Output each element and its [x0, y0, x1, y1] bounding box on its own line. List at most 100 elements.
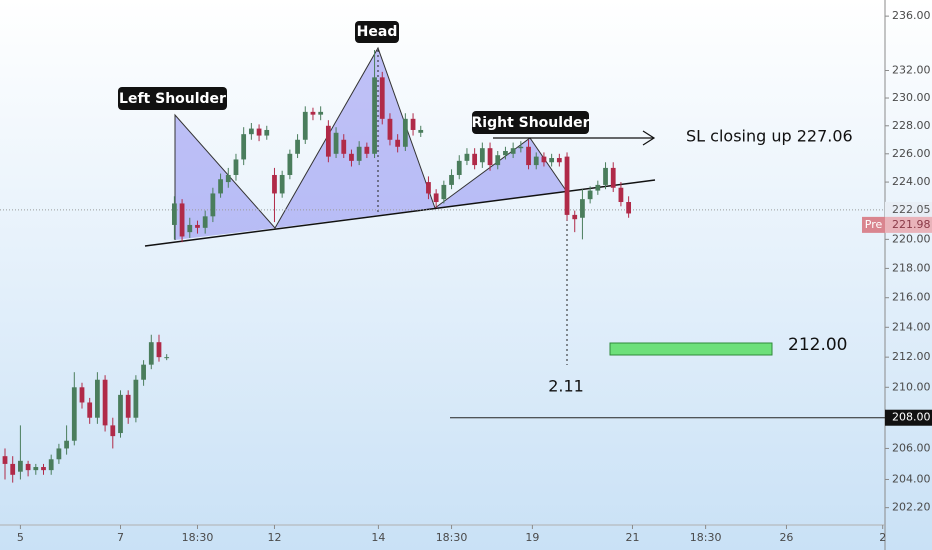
candle-body: [48, 459, 54, 471]
candle-body: [318, 111, 324, 115]
candle-body: [541, 156, 547, 163]
candle-body: [487, 148, 493, 166]
candle-body: [179, 203, 185, 237]
stop-loss-note: SL closing up 227.06: [686, 127, 853, 146]
y-tick-label: 230.00: [892, 91, 931, 104]
x-tick-label: 5: [17, 531, 24, 544]
y-tick-label: 216.00: [892, 291, 931, 304]
target-zone: [609, 342, 773, 356]
y-tick-label: 236.00: [892, 9, 931, 22]
candle-body: [479, 148, 485, 163]
y-tick-label: 210.00: [892, 380, 931, 393]
candle-body: [118, 394, 123, 434]
y-tick-label: 214.00: [892, 320, 931, 333]
candles: [0, 49, 885, 483]
x-tick-label: 14: [371, 531, 385, 544]
label-box: [118, 87, 227, 110]
candle-body: [195, 224, 200, 228]
last-price-label: 222.05: [892, 203, 931, 216]
x-tick-label: 18:30: [690, 531, 722, 544]
candle-body: [441, 184, 447, 200]
label-box: [355, 21, 399, 43]
candle-body: [148, 342, 154, 365]
candle-body: [626, 202, 632, 214]
candle-body: [302, 111, 308, 140]
candle-body: [341, 139, 347, 154]
pre-tag-badge: [862, 216, 885, 233]
candle-body: [564, 156, 570, 215]
candle-body: [2, 456, 8, 464]
y-tick-label: 228.00: [892, 119, 931, 132]
candle-body: [395, 139, 401, 147]
candle-body: [25, 463, 31, 471]
candle-body: [402, 118, 408, 147]
candle-body: [56, 448, 62, 460]
candle-body: [549, 158, 555, 163]
pre-price-label: 221.98: [892, 218, 931, 231]
candle-body: [603, 167, 608, 185]
candle-body: [472, 153, 478, 166]
candle-body: [87, 402, 93, 418]
candle-body: [456, 160, 462, 175]
candle-body: [356, 146, 362, 161]
y-tick-label: 202.20: [892, 501, 931, 514]
level-badge: [885, 409, 932, 426]
candle-body: [364, 146, 370, 154]
x-tick-label: 18:30: [436, 531, 468, 544]
candle-body: [164, 357, 170, 359]
candle-body: [64, 440, 69, 449]
candle-body: [10, 463, 16, 475]
candle-body: [79, 387, 85, 403]
candle-body: [495, 155, 501, 166]
candle-body: [125, 394, 131, 418]
head-area: [275, 48, 435, 228]
label-box: [472, 111, 589, 134]
candle-body: [71, 387, 77, 441]
candle-body: [95, 379, 100, 418]
candle-body: [202, 216, 208, 228]
candle-body: [372, 77, 377, 154]
y-tick-label: 232.00: [892, 63, 931, 76]
x-tick-label: 26: [779, 531, 793, 544]
last-price-badge: [885, 201, 932, 218]
candle-body: [526, 146, 531, 166]
candle-body: [595, 184, 601, 191]
candle-body: [533, 156, 539, 166]
candle-body: [518, 146, 524, 149]
candle-body: [410, 118, 416, 130]
candle-body: [156, 342, 162, 358]
candle-body: [379, 77, 385, 119]
x-tick-label: 12: [267, 531, 281, 544]
right-shoulder-label: Right Shoulder: [472, 115, 590, 131]
left-shoulder-label: Left Shoulder: [119, 91, 226, 107]
candle-body: [587, 190, 593, 200]
candle-body: [133, 379, 139, 418]
y-tick-label: 206.00: [892, 441, 931, 454]
candle-body: [325, 125, 331, 157]
candle-body: [333, 132, 339, 154]
candle-body: [295, 139, 300, 154]
sl-arrow-head: [642, 130, 656, 146]
pattern: Left Shoulder Head Right Shoulder SL clo…: [118, 21, 853, 396]
x-tick-label: 2: [879, 531, 886, 544]
pre-tag: Pre: [865, 218, 883, 231]
candle-body: [41, 467, 46, 471]
candle-body: [256, 128, 262, 136]
right-shoulder-area: [435, 138, 567, 208]
y-tick-label: 220.00: [892, 232, 931, 245]
candle-body: [241, 134, 247, 160]
candle-body: [418, 129, 424, 133]
candle-body: [580, 199, 585, 218]
candle-body: [433, 193, 439, 203]
left-shoulder-area: [175, 115, 275, 240]
candle-body: [33, 467, 39, 471]
y-tick-label: 224.00: [892, 175, 931, 188]
candle-body: [618, 187, 624, 203]
candle-body: [449, 174, 454, 185]
candle-body: [233, 159, 239, 175]
neckline: [144, 179, 656, 247]
candle-body: [310, 111, 316, 115]
candle-body: [503, 150, 508, 156]
candle-body: [18, 460, 23, 472]
